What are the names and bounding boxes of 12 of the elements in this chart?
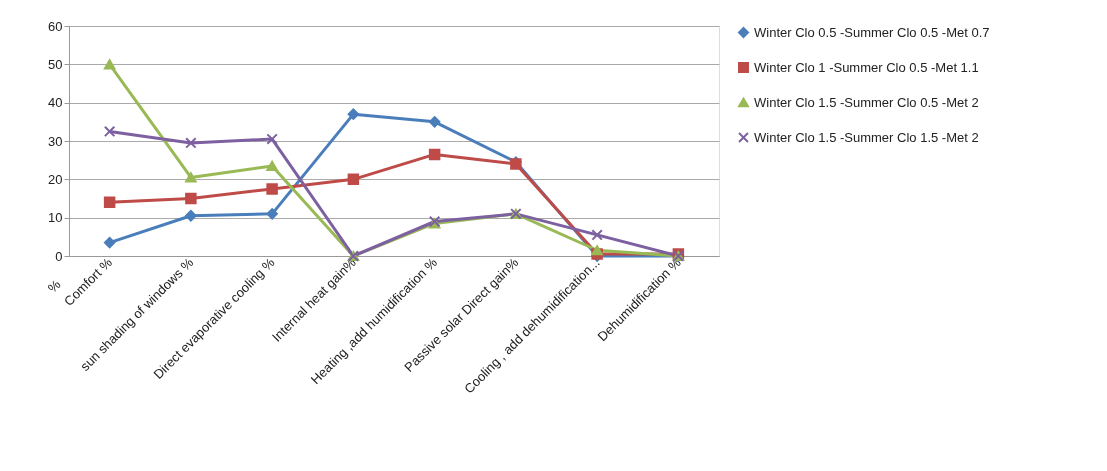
y-tick-label: 20 [48,171,63,187]
y-tick-label: 60 [48,18,63,34]
legend-label: Winter Clo 1.5 -Summer Clo 1.5 -Met 2 [754,129,979,145]
y-tick-label: 0 [55,248,63,264]
y-tick-label: 50 [48,56,63,72]
y-axis-title: % [44,276,64,296]
legend-label: Winter Clo 1.5 -Summer Clo 0.5 -Met 2 [754,94,979,110]
legend-label: Winter Clo 0.5 -Summer Clo 0.5 -Met 0.7 [754,24,990,40]
legend-label: Winter Clo 1 -Summer Clo 0.5 -Met 1.1 [754,59,979,75]
y-tick-label: 30 [48,133,63,149]
y-tick-label: 40 [48,95,63,111]
y-tick-label: 10 [48,210,63,226]
